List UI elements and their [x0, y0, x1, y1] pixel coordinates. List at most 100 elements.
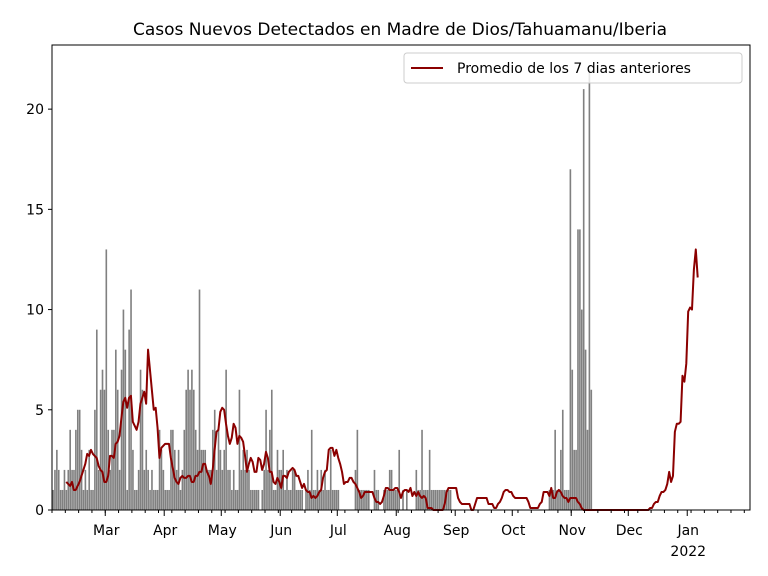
bar	[577, 229, 579, 510]
bar	[141, 389, 144, 510]
bar	[326, 489, 328, 510]
bar	[194, 429, 197, 510]
x-tick-label: Dec	[616, 523, 643, 539]
bar	[590, 389, 593, 510]
bar	[76, 409, 79, 510]
bar	[164, 489, 167, 510]
x-tick-label: Jul	[329, 523, 347, 539]
bar	[120, 369, 123, 510]
bar	[314, 489, 317, 510]
bar	[63, 469, 66, 510]
bar	[147, 469, 149, 510]
bar	[291, 469, 294, 510]
bar	[191, 369, 193, 510]
bar	[366, 489, 368, 510]
bar	[192, 389, 195, 510]
bar	[356, 429, 359, 510]
bar	[88, 449, 91, 510]
bar	[322, 489, 324, 510]
bar	[236, 489, 239, 510]
bar	[128, 329, 130, 510]
bar	[246, 449, 248, 510]
bar	[200, 449, 203, 510]
bar	[202, 449, 205, 510]
bar	[78, 409, 81, 510]
bar	[94, 409, 96, 510]
bar	[430, 489, 433, 510]
bar	[364, 489, 366, 510]
bar	[101, 369, 104, 510]
bar	[270, 389, 273, 510]
bar	[227, 469, 229, 510]
bar	[385, 489, 387, 510]
bar	[210, 469, 212, 510]
bar	[162, 469, 165, 510]
bar	[134, 489, 136, 510]
bar	[175, 469, 178, 510]
y-tick-label: 10	[26, 303, 44, 319]
bar	[419, 489, 421, 510]
bar	[153, 489, 155, 510]
bar	[588, 69, 591, 511]
bar	[132, 449, 134, 510]
x-tick-label: May	[208, 523, 237, 539]
bar	[286, 469, 288, 510]
bar	[115, 349, 117, 510]
bar	[417, 489, 420, 510]
bar	[185, 389, 187, 510]
x-tick-label: Jan	[676, 523, 699, 539]
bar	[86, 489, 89, 510]
bar	[206, 469, 208, 510]
bar	[297, 489, 300, 510]
bar	[312, 489, 315, 510]
bar	[406, 489, 408, 510]
bar	[354, 469, 357, 510]
bar	[329, 449, 332, 510]
bar	[126, 489, 129, 510]
bar	[331, 489, 334, 510]
bar	[84, 469, 87, 510]
bar	[586, 429, 589, 510]
bar	[229, 469, 231, 510]
bar	[250, 489, 252, 510]
bar	[56, 449, 58, 510]
bar	[367, 489, 370, 510]
bar	[293, 469, 296, 510]
bar	[288, 489, 290, 510]
bar	[257, 489, 260, 510]
bar	[299, 489, 302, 510]
bar	[432, 489, 435, 510]
bar	[92, 489, 94, 510]
bar	[116, 389, 119, 510]
x-tick-label: Aug	[384, 523, 411, 539]
bar	[318, 489, 321, 510]
bar	[59, 489, 62, 510]
bar	[183, 429, 186, 510]
bar	[337, 489, 340, 510]
bar	[554, 429, 556, 510]
legend-label: Promedio de los 7 dias anteriores	[457, 61, 691, 77]
bar	[52, 489, 54, 510]
bar	[103, 389, 106, 510]
bar	[398, 449, 401, 510]
bar	[61, 489, 64, 510]
bar	[561, 409, 564, 510]
bar	[440, 489, 442, 510]
x-tick-sublabel: 2022	[670, 544, 706, 560]
bar	[232, 469, 235, 510]
bar	[584, 349, 587, 510]
bar	[307, 469, 309, 510]
bar	[301, 489, 304, 510]
bar	[582, 89, 585, 510]
bar	[295, 489, 298, 510]
bar	[160, 449, 163, 510]
bar	[145, 449, 148, 510]
bar	[328, 489, 330, 510]
bar	[396, 489, 399, 510]
bar	[289, 489, 292, 510]
bar	[550, 489, 553, 510]
bar	[362, 489, 364, 510]
bar	[402, 489, 404, 510]
bar	[143, 469, 146, 510]
